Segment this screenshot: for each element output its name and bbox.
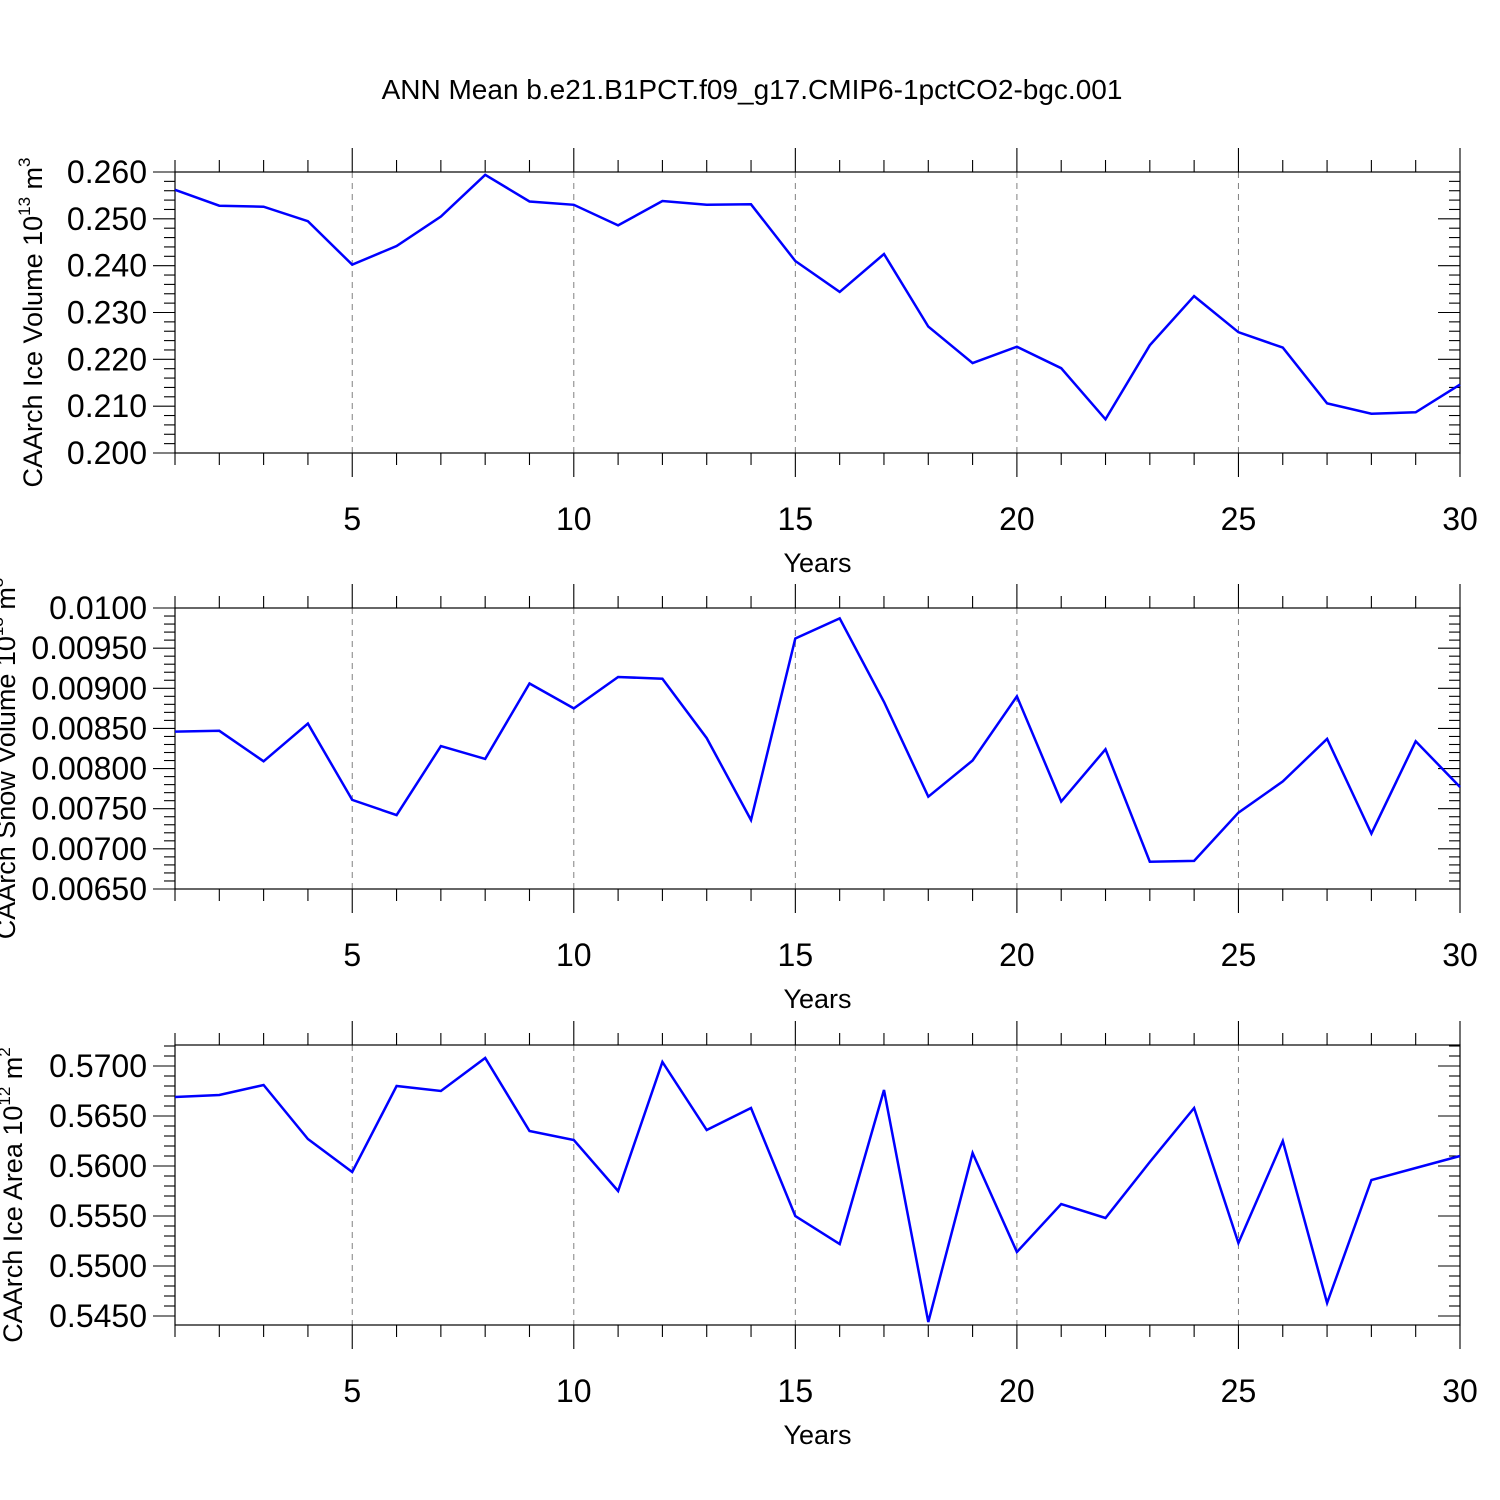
y-tick-label: 0.00900	[31, 670, 147, 706]
y-tick-label: 0.5500	[49, 1248, 147, 1284]
y-tick-label: 0.00950	[31, 630, 147, 666]
x-tick-label: 10	[556, 1373, 592, 1409]
y-tick-label: 0.250	[67, 201, 147, 237]
y-axis-label: CAArch Snow Volume 1013 m3	[0, 578, 21, 940]
y-tick-label: 0.00650	[31, 871, 147, 907]
x-tick-label: 10	[556, 937, 592, 973]
y-tick-label: 0.00850	[31, 710, 147, 746]
series-line	[174, 1056, 1461, 1323]
x-axis-label: Years	[783, 548, 851, 578]
series-line	[174, 616, 1461, 863]
x-tick-label: 25	[1221, 937, 1257, 973]
x-tick-label: 30	[1442, 1373, 1478, 1409]
x-axis-label: Years	[783, 984, 851, 1014]
x-tick-label: 20	[999, 501, 1035, 537]
y-tick-label: 0.5450	[49, 1298, 147, 1334]
series-line	[174, 173, 1461, 422]
panel-3: 0.5450 0.5500 0.5550 0.5600 0.5650 0.5700 5 10 1…	[0, 1021, 1478, 1450]
x-tick-label: 25	[1221, 501, 1257, 537]
panels: 0.200 0.210 0.220 0.230 0.240 0.250 0.260 5 10 15…	[0, 148, 1478, 1450]
y-tick-label: 0.5650	[49, 1098, 147, 1134]
y-axis-label: CAArch Ice Area 1012 m2	[0, 1047, 28, 1343]
y-axis-label: CAArch Ice Volume 1013 m3	[15, 157, 48, 487]
x-tick-label: 15	[778, 937, 814, 973]
y-tick-label: 0.00700	[31, 831, 147, 867]
x-tick-label: 30	[1442, 501, 1478, 537]
plot-frame	[174, 607, 1461, 890]
panel-1: 0.200 0.210 0.220 0.230 0.240 0.250 0.260 5 10 15…	[15, 148, 1478, 578]
x-tick-label: 20	[999, 937, 1035, 973]
y-tick-label: 0.00750	[31, 791, 147, 827]
x-tick-label: 20	[999, 1373, 1035, 1409]
y-tick-label: 0.5700	[49, 1048, 147, 1084]
x-tick-label: 5	[343, 501, 361, 537]
plot-frame	[174, 1044, 1461, 1326]
x-axis-label: Years	[783, 1420, 851, 1450]
x-tick-label: 10	[556, 501, 592, 537]
x-tick-label: 15	[778, 1373, 814, 1409]
y-tick-label: 0.230	[67, 295, 147, 331]
y-tick-label: 0.260	[67, 154, 147, 190]
figure-title: ANN Mean b.e21.B1PCT.f09_g17.CMIP6-1pctC…	[382, 74, 1123, 105]
x-tick-label: 25	[1221, 1373, 1257, 1409]
x-tick-label: 5	[343, 937, 361, 973]
y-tick-label: 0.00800	[31, 751, 147, 787]
y-tick-label: 0.5550	[49, 1198, 147, 1234]
y-tick-label: 0.5600	[49, 1148, 147, 1184]
plot-frame	[174, 171, 1461, 454]
y-tick-label: 0.240	[67, 248, 147, 284]
x-tick-label: 30	[1442, 937, 1478, 973]
panel-2: 0.00650 0.00700 0.00750 0.00800 0.00850 0.009…	[0, 578, 1478, 1014]
y-tick-label: 0.200	[67, 435, 147, 471]
y-tick-label: 0.220	[67, 341, 147, 377]
x-tick-label: 15	[778, 501, 814, 537]
y-tick-label: 0.210	[67, 388, 147, 424]
x-tick-label: 5	[343, 1373, 361, 1409]
y-tick-label: 0.0100	[49, 590, 147, 626]
